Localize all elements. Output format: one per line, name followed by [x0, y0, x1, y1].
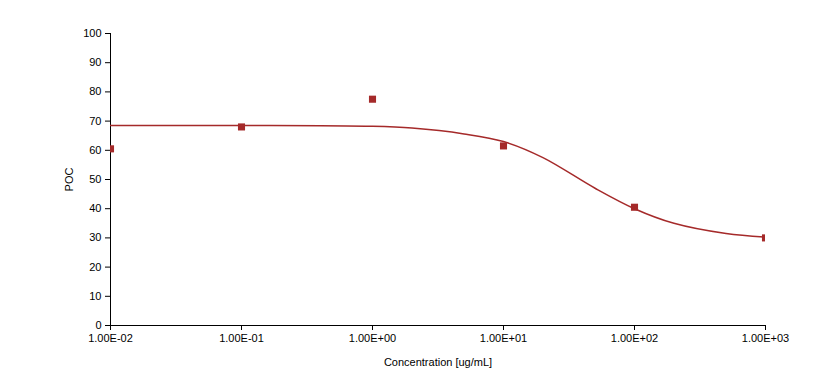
svg-text:1.00E+00: 1.00E+00 [349, 332, 396, 344]
svg-text:1.00E+02: 1.00E+02 [611, 332, 658, 344]
svg-text:50: 50 [89, 173, 101, 185]
svg-text:1.00E+01: 1.00E+01 [480, 332, 527, 344]
svg-text:0: 0 [95, 319, 101, 331]
svg-text:10: 10 [89, 290, 101, 302]
svg-text:1.00E-01: 1.00E-01 [219, 332, 264, 344]
svg-text:100: 100 [83, 27, 101, 39]
svg-text:80: 80 [89, 85, 101, 97]
svg-text:70: 70 [89, 115, 101, 127]
svg-text:30: 30 [89, 231, 101, 243]
svg-text:1.00E+03: 1.00E+03 [742, 332, 789, 344]
svg-text:POC: POC [63, 168, 75, 192]
svg-text:1.00E-02: 1.00E-02 [88, 332, 133, 344]
svg-text:Concentration [ug/mL]: Concentration [ug/mL] [384, 356, 492, 368]
svg-text:20: 20 [89, 261, 101, 273]
svg-text:40: 40 [89, 202, 101, 214]
svg-text:90: 90 [89, 56, 101, 68]
svg-text:60: 60 [89, 144, 101, 156]
